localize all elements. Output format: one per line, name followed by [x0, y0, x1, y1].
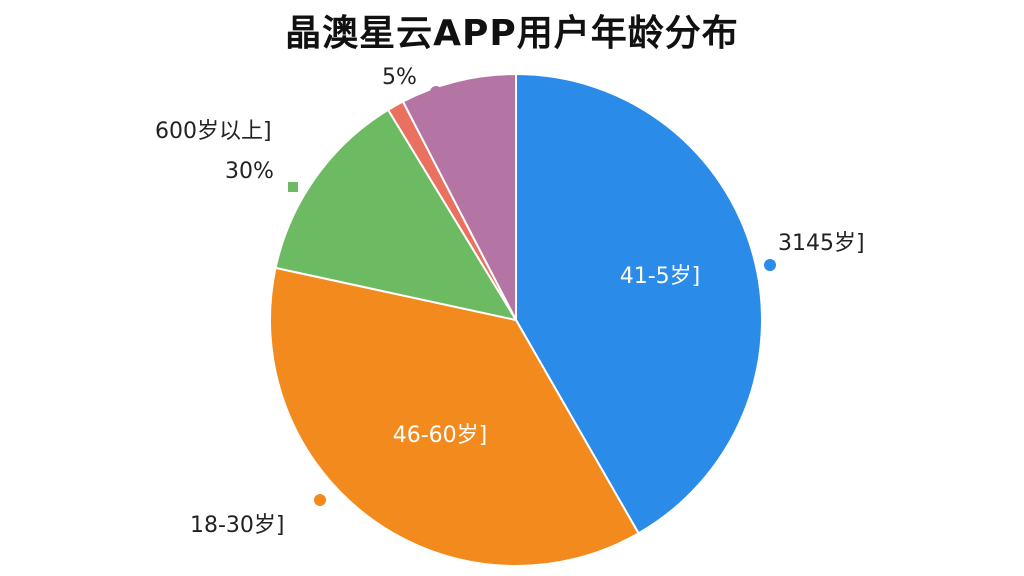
- slice-inner-label-0: 41-5岁]: [620, 264, 701, 289]
- pie-slice-4: [401, 72, 517, 321]
- slice-outer-label-0: 3145岁]: [778, 231, 865, 256]
- slice-marker-2: [288, 182, 298, 192]
- slice-marker-1: [314, 494, 326, 506]
- slice-inner-label-1: 46-60岁]: [393, 423, 488, 448]
- slice-outer-label-1: 18-30岁]: [190, 513, 285, 538]
- slice-outer-label-2-line-1: 30%: [225, 159, 274, 184]
- chart-title: 晶澳星云APP用户年龄分布: [285, 13, 739, 54]
- slice-marker-4: [430, 86, 442, 98]
- pie-slice-2: [274, 108, 519, 322]
- slice-outer-label-2-line-0: 600岁以上]: [155, 119, 272, 144]
- pie-slice-0: [515, 72, 763, 535]
- pie-slice-1: [269, 266, 640, 567]
- slice-outer-label-4: 5%: [382, 65, 417, 90]
- slice-marker-0: [764, 259, 776, 271]
